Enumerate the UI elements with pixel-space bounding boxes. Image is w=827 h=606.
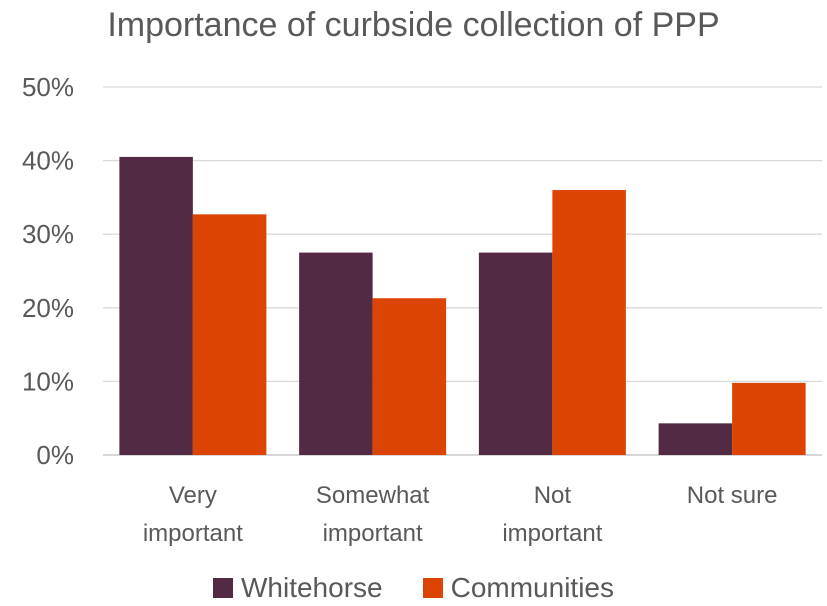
bar-whitehorse [658, 423, 733, 455]
legend-item: Whitehorse [212, 572, 383, 604]
y-tick-label: 50% [22, 72, 74, 102]
y-tick-label: 10% [22, 366, 74, 396]
y-tick-label: 0% [36, 440, 74, 470]
bar-whitehorse [299, 252, 373, 455]
legend-swatch [422, 578, 443, 598]
bar-communities [552, 190, 626, 456]
chart-title: Importance of curbside collection of PPP [107, 6, 720, 44]
x-category-label: Somewhat [316, 482, 430, 509]
legend: Whitehorse Communities [0, 572, 827, 604]
y-tick-label: 40% [22, 146, 74, 176]
x-category-label: Very [169, 482, 217, 509]
x-category-label: important [143, 520, 243, 547]
x-category-label: important [502, 520, 602, 547]
y-tick-label: 30% [22, 219, 74, 249]
legend-item: Communities [422, 572, 614, 604]
bar-communities [732, 382, 806, 455]
bar-whitehorse [478, 252, 553, 455]
bar-communities [192, 214, 267, 455]
y-tick-label: 20% [22, 293, 74, 323]
x-category-label: important [323, 520, 423, 547]
legend-swatch [212, 578, 233, 598]
bar-communities [372, 298, 447, 455]
legend-label: Whitehorse [240, 572, 383, 603]
legend-label: Communities [450, 572, 614, 603]
x-category-label: Not sure [687, 482, 778, 509]
bar-whitehorse [119, 156, 193, 456]
x-category-label: Not [534, 482, 572, 509]
